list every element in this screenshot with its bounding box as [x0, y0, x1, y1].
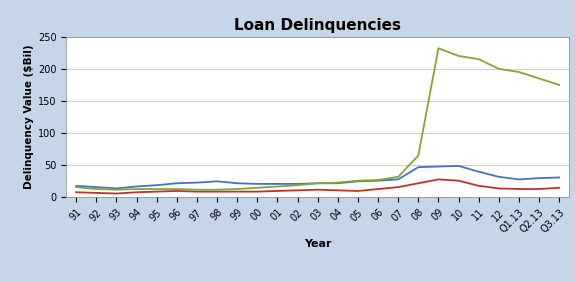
Residential Real Estate Loans	[72, 186, 79, 189]
Residential Real Estate Loans	[214, 188, 221, 191]
Consumer Loans	[294, 182, 301, 186]
Credit Cards	[335, 189, 342, 192]
Credit Cards	[354, 189, 362, 193]
Consumer Loans	[233, 182, 241, 185]
Credit Cards	[113, 192, 120, 195]
Residential Real Estate Loans	[435, 47, 442, 50]
Consumer Loans	[133, 185, 140, 188]
Credit Cards	[93, 191, 100, 195]
Residential Real Estate Loans	[113, 188, 120, 191]
Consumer Loans	[455, 164, 462, 168]
Residential Real Estate Loans	[455, 54, 462, 58]
Residential Real Estate Loans	[516, 70, 523, 74]
Credit Cards	[394, 186, 401, 189]
Credit Cards	[193, 190, 201, 193]
Residential Real Estate Loans	[294, 184, 301, 187]
Credit Cards	[516, 187, 523, 191]
Credit Cards	[274, 189, 281, 193]
Residential Real Estate Loans	[496, 67, 503, 70]
Residential Real Estate Loans	[193, 188, 201, 191]
Residential Real Estate Loans	[153, 187, 160, 191]
Residential Real Estate Loans	[274, 185, 281, 188]
Consumer Loans	[354, 180, 362, 183]
Credit Cards	[475, 184, 482, 188]
Residential Real Estate Loans	[536, 77, 543, 80]
Residential Real Estate Loans	[475, 58, 482, 61]
Credit Cards	[233, 190, 241, 193]
Consumer Loans	[475, 170, 482, 173]
Credit Cards	[536, 187, 543, 191]
Residential Real Estate Loans	[254, 186, 261, 190]
Residential Real Estate Loans	[394, 175, 401, 179]
Consumer Loans	[153, 184, 160, 187]
Credit Cards	[314, 188, 321, 191]
Residential Real Estate Loans	[314, 182, 321, 185]
Consumer Loans	[72, 184, 79, 188]
Consumer Loans	[536, 177, 543, 180]
Residential Real Estate Loans	[375, 178, 382, 182]
Residential Real Estate Loans	[415, 154, 422, 157]
Consumer Loans	[335, 182, 342, 185]
X-axis label: Year: Year	[304, 239, 331, 249]
Residential Real Estate Loans	[133, 187, 140, 191]
Consumer Loans	[193, 181, 201, 184]
Credit Cards	[214, 190, 221, 193]
Credit Cards	[496, 187, 503, 190]
Credit Cards	[415, 182, 422, 185]
Residential Real Estate Loans	[233, 187, 241, 191]
Credit Cards	[72, 191, 79, 194]
Consumer Loans	[394, 178, 401, 181]
Credit Cards	[254, 190, 261, 193]
Line: Credit Cards: Credit Cards	[76, 179, 559, 193]
Consumer Loans	[113, 187, 120, 190]
Residential Real Estate Loans	[555, 83, 562, 87]
Y-axis label: Delinquency Value ($Bil): Delinquency Value ($Bil)	[24, 45, 33, 189]
Line: Residential Real Estate Loans: Residential Real Estate Loans	[76, 48, 559, 190]
Credit Cards	[153, 190, 160, 193]
Consumer Loans	[214, 180, 221, 183]
Credit Cards	[133, 191, 140, 194]
Residential Real Estate Loans	[335, 181, 342, 184]
Credit Cards	[294, 189, 301, 192]
Consumer Loans	[375, 179, 382, 182]
Credit Cards	[455, 179, 462, 182]
Residential Real Estate Loans	[354, 179, 362, 182]
Credit Cards	[174, 189, 181, 193]
Consumer Loans	[93, 186, 100, 189]
Consumer Loans	[174, 182, 181, 185]
Consumer Loans	[274, 182, 281, 186]
Residential Real Estate Loans	[93, 187, 100, 191]
Consumer Loans	[314, 182, 321, 185]
Consumer Loans	[516, 178, 523, 181]
Title: Loan Delinquencies: Loan Delinquencies	[234, 18, 401, 33]
Credit Cards	[375, 187, 382, 191]
Consumer Loans	[415, 166, 422, 169]
Consumer Loans	[555, 176, 562, 179]
Consumer Loans	[496, 175, 503, 179]
Line: Consumer Loans: Consumer Loans	[76, 166, 559, 188]
Residential Real Estate Loans	[174, 187, 181, 191]
Credit Cards	[555, 186, 562, 190]
Consumer Loans	[254, 182, 261, 186]
Consumer Loans	[435, 165, 442, 168]
Credit Cards	[435, 178, 442, 181]
